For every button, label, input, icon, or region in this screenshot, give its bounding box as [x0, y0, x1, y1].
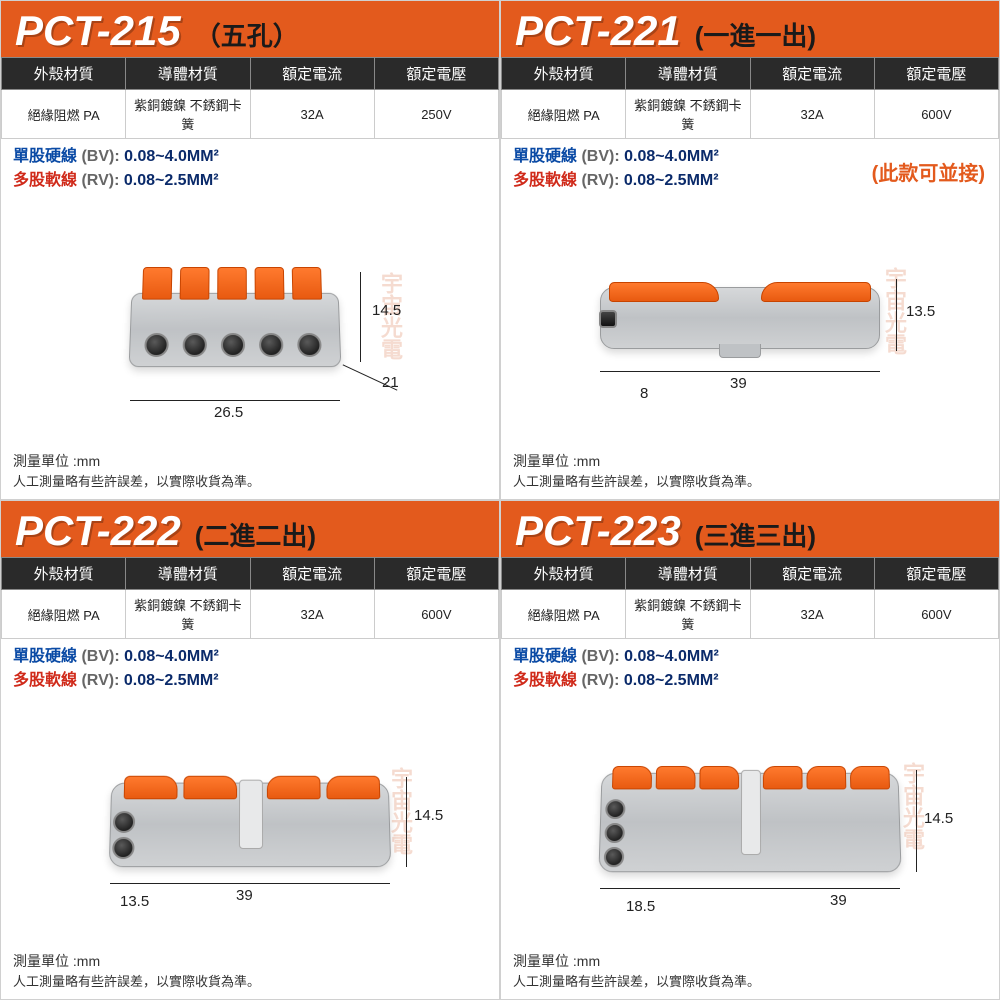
dim-width: 18.5: [626, 898, 655, 915]
panel-pct-223: PCT-223 (三進三出) 外殼材質 導體材質 額定電流 額定電壓 絕緣阻燃 …: [500, 500, 1000, 1000]
spec-header: 額定電壓: [374, 58, 498, 90]
panel-pct-221: PCT-221 (一進一出) 外殼材質 導體材質 額定電流 額定電壓 絕緣阻燃 …: [500, 0, 1000, 500]
unit-label: 測量單位 :mm: [13, 451, 487, 472]
spec-header: 外殼材質: [502, 558, 626, 590]
title-bar: PCT-221 (一進一出): [501, 1, 999, 57]
spec-cell: 600V: [874, 90, 998, 139]
spec-header: 額定電流: [250, 58, 374, 90]
spec-cell: 32A: [250, 90, 374, 139]
model-number: PCT-223: [515, 507, 681, 555]
unit-label: 測量單位 :mm: [513, 951, 987, 972]
model-subtitle: （五孔）: [195, 16, 299, 53]
measure-note: 人工測量略有些許誤差，以實際收貨為準。: [13, 472, 487, 492]
spec-header: 導體材質: [626, 58, 750, 90]
spec-cell: 紫銅鍍鎳 不銹鋼卡簧: [126, 90, 250, 139]
spec-cell: 32A: [750, 90, 874, 139]
panel-footer: 測量單位 :mm 人工測量略有些許誤差，以實際收貨為準。: [1, 447, 499, 500]
measure-note: 人工測量略有些許誤差，以實際收貨為準。: [513, 472, 987, 492]
spec-header: 外殼材質: [2, 558, 126, 590]
extra-note: (此款可並接): [872, 157, 985, 186]
product-illustration: 宇宙光電 14.5 39 18.5: [501, 695, 999, 947]
model-subtitle: (一進一出): [695, 16, 816, 53]
dim-height: 14.5: [372, 302, 401, 319]
spec-cell: 600V: [874, 590, 998, 639]
model-number: PCT-222: [15, 507, 181, 555]
spec-cell: 絕緣阻燃 PA: [502, 590, 626, 639]
unit-label: 測量單位 :mm: [513, 451, 987, 472]
wire-solid-line: 單股硬線 (BV): 0.08~4.0MM²: [13, 145, 487, 169]
dim-length: 39: [830, 892, 847, 909]
spec-header: 導體材質: [626, 558, 750, 590]
spec-table: 外殼材質 導體材質 額定電流 額定電壓 絕緣阻燃 PA 紫銅鍍鎳 不銹鋼卡簧 3…: [501, 57, 999, 139]
spec-cell: 紫銅鍍鎳 不銹鋼卡簧: [126, 590, 250, 639]
dim-width: 26.5: [214, 404, 243, 421]
spec-header: 額定電流: [750, 558, 874, 590]
product-illustration: 宇宙光電 14.5 39 13.5: [1, 695, 499, 947]
spec-cell: 絕緣阻燃 PA: [2, 590, 126, 639]
product-grid: PCT-215 （五孔） 外殼材質 導體材質 額定電流 額定電壓 絕緣阻燃 PA…: [0, 0, 1000, 1000]
spec-header: 額定電壓: [874, 58, 998, 90]
wire-specs: 單股硬線 (BV): 0.08~4.0MM² 多股軟線 (RV): 0.08~2…: [1, 639, 499, 695]
dim-depth: 21: [382, 374, 399, 391]
wire-solid-line: 單股硬線 (BV): 0.08~4.0MM²: [513, 645, 987, 669]
spec-cell: 絕緣阻燃 PA: [2, 90, 126, 139]
spec-header: 額定電流: [750, 58, 874, 90]
panel-pct-215: PCT-215 （五孔） 外殼材質 導體材質 額定電流 額定電壓 絕緣阻燃 PA…: [0, 0, 500, 500]
spec-cell: 紫銅鍍鎳 不銹鋼卡簧: [626, 590, 750, 639]
wire-strand-line: 多股軟線 (RV): 0.08~2.5MM²: [13, 669, 487, 693]
model-subtitle: (二進二出): [195, 516, 316, 553]
dim-width: 8: [640, 385, 648, 402]
spec-cell: 紫銅鍍鎳 不銹鋼卡簧: [626, 90, 750, 139]
spec-header: 導體材質: [126, 58, 250, 90]
spec-cell: 32A: [250, 590, 374, 639]
spec-table: 外殼材質 導體材質 額定電流 額定電壓 絕緣阻燃 PA 紫銅鍍鎳 不銹鋼卡簧 3…: [1, 57, 499, 139]
title-bar: PCT-223 (三進三出): [501, 501, 999, 557]
spec-header: 導體材質: [126, 558, 250, 590]
spec-header: 額定電壓: [874, 558, 998, 590]
title-bar: PCT-215 （五孔）: [1, 1, 499, 57]
panel-footer: 測量單位 :mm 人工測量略有些許誤差，以實際收貨為準。: [1, 947, 499, 1000]
measure-note: 人工測量略有些許誤差，以實際收貨為準。: [13, 972, 487, 992]
watermark: 宇宙光電: [896, 762, 928, 850]
product-illustration: 宇宙光電 13.5 39 8: [501, 195, 999, 447]
wire-solid-line: 單股硬線 (BV): 0.08~4.0MM²: [13, 645, 487, 669]
dim-height: 14.5: [924, 810, 953, 827]
dim-length: 39: [730, 375, 747, 392]
spec-header: 額定電流: [250, 558, 374, 590]
panel-pct-222: PCT-222 (二進二出) 外殼材質 導體材質 額定電流 額定電壓 絕緣阻燃 …: [0, 500, 500, 1000]
dim-width: 13.5: [120, 893, 149, 910]
model-number: PCT-215: [15, 7, 181, 55]
spec-header: 額定電壓: [374, 558, 498, 590]
panel-footer: 測量單位 :mm 人工測量略有些許誤差，以實際收貨為準。: [501, 947, 999, 1000]
spec-cell: 250V: [374, 90, 498, 139]
dim-height: 13.5: [906, 303, 935, 320]
spec-table: 外殼材質 導體材質 額定電流 額定電壓 絕緣阻燃 PA 紫銅鍍鎳 不銹鋼卡簧 3…: [501, 557, 999, 639]
unit-label: 測量單位 :mm: [13, 951, 487, 972]
spec-cell: 32A: [750, 590, 874, 639]
wire-specs: 單股硬線 (BV): 0.08~4.0MM² 多股軟線 (RV): 0.08~2…: [501, 639, 999, 695]
model-subtitle: (三進三出): [695, 516, 816, 553]
spec-cell: 絕緣阻燃 PA: [502, 90, 626, 139]
model-number: PCT-221: [515, 7, 681, 55]
dim-height: 14.5: [414, 807, 443, 824]
spec-header: 外殼材質: [2, 58, 126, 90]
spec-table: 外殼材質 導體材質 額定電流 額定電壓 絕緣阻燃 PA 紫銅鍍鎳 不銹鋼卡簧 3…: [1, 557, 499, 639]
spec-cell: 600V: [374, 590, 498, 639]
wire-strand-line: 多股軟線 (RV): 0.08~2.5MM²: [513, 669, 987, 693]
product-illustration: 宇宙光電 14.5 21 26.5: [1, 195, 499, 447]
panel-footer: 測量單位 :mm 人工測量略有些許誤差，以實際收貨為準。: [501, 447, 999, 500]
title-bar: PCT-222 (二進二出): [1, 501, 499, 557]
wire-specs: 單股硬線 (BV): 0.08~4.0MM² 多股軟線 (RV): 0.08~2…: [1, 139, 499, 195]
dim-length: 39: [236, 887, 253, 904]
spec-header: 外殼材質: [502, 58, 626, 90]
measure-note: 人工測量略有些許誤差，以實際收貨為準。: [513, 972, 987, 992]
wire-strand-line: 多股軟線 (RV): 0.08~2.5MM²: [13, 169, 487, 193]
